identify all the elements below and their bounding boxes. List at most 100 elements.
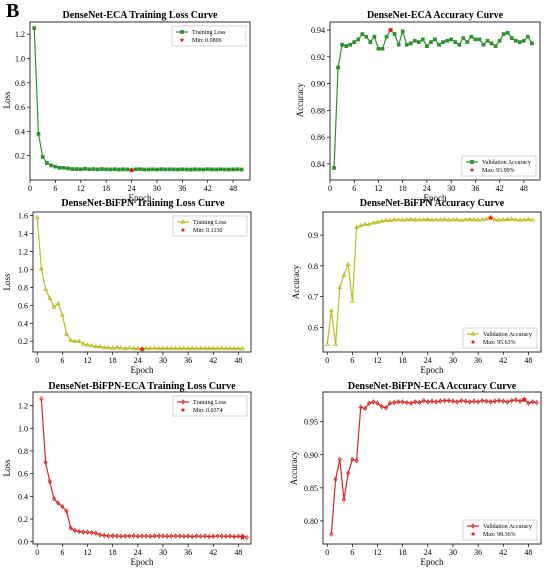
x-tick-label: 30	[447, 184, 455, 193]
data-point	[122, 345, 128, 351]
y-axis-label: Accuracy	[289, 450, 299, 485]
y-tick-label: 0.6	[308, 323, 318, 332]
data-point	[416, 216, 422, 222]
data-point	[383, 217, 389, 222]
data-point	[160, 345, 166, 351]
plot-frame	[32, 211, 252, 353]
chart-2: DenseNet-ECA Accuracy Curve 0 6 12 18 24 30 36 4…	[295, 10, 541, 203]
data-point	[450, 216, 456, 222]
chart-5: DenseNet-BiFPN-ECA Training Loss Curve 0 6…	[2, 381, 252, 567]
data-point	[485, 38, 490, 43]
legend-marker-swatch	[180, 219, 186, 224]
data-point	[360, 32, 365, 36]
data-point	[43, 286, 49, 291]
data-point	[55, 300, 61, 306]
legend-star-swatch	[180, 407, 186, 413]
data-point	[493, 44, 498, 48]
data-point	[392, 399, 397, 406]
y-tick-label: 1.4	[18, 230, 28, 239]
y-tick-label: 0.94	[311, 26, 325, 35]
data-point	[442, 397, 447, 404]
data-point	[375, 400, 380, 406]
x-tick-label: 6	[352, 184, 356, 193]
data-point	[143, 345, 149, 351]
data-point	[366, 221, 372, 226]
x-tick-label: 24	[134, 356, 142, 365]
y-axis-label: Loss	[2, 91, 12, 109]
data-point	[112, 167, 117, 172]
data-point	[211, 533, 216, 540]
data-point	[91, 167, 96, 171]
chart-3: DenseNet-BiFPN Training Loss Curve 0 6 12 18…	[2, 198, 252, 375]
data-point	[181, 345, 187, 350]
data-point	[450, 398, 456, 404]
data-point	[223, 345, 229, 351]
x-tick-label: 36	[474, 356, 482, 365]
data-point	[93, 530, 98, 536]
data-point	[453, 40, 458, 44]
data-point	[47, 478, 52, 485]
highlight-star	[239, 534, 246, 541]
data-point	[349, 298, 355, 303]
data-point	[74, 167, 79, 171]
data-point	[350, 456, 355, 463]
data-point	[481, 42, 486, 47]
data-point	[231, 167, 235, 172]
data-point	[509, 216, 515, 221]
x-tick-label: 18	[399, 356, 407, 365]
data-point	[171, 167, 176, 172]
chart-title: DenseNet-BiFPN Accuracy Curve	[360, 198, 505, 209]
y-tick-label: 1.0	[18, 265, 28, 274]
data-point	[500, 216, 506, 222]
y-tick-label: 0.6	[18, 301, 28, 310]
data-point	[488, 399, 493, 405]
data-point	[467, 399, 472, 405]
data-point	[89, 529, 94, 536]
data-point	[87, 167, 92, 172]
data-point	[371, 399, 376, 405]
data-point	[459, 397, 464, 404]
data-point	[176, 167, 180, 172]
data-point	[404, 216, 410, 222]
legend-box	[461, 155, 537, 177]
y-tick-label: 1.6	[18, 212, 28, 221]
data-point	[45, 161, 49, 165]
series-line	[36, 217, 243, 350]
data-point	[95, 167, 100, 172]
chart-title: DenseNet-ECA Training Loss Curve	[63, 10, 218, 21]
data-point	[226, 167, 231, 172]
legend-marker-swatch	[470, 523, 476, 529]
x-tick-label: 48	[234, 356, 242, 365]
data-point	[108, 167, 113, 172]
data-point	[473, 37, 478, 42]
y-tick-label: 0.85	[304, 484, 318, 493]
data-point	[97, 343, 103, 349]
data-point	[408, 41, 413, 46]
legend-marker-swatch	[180, 30, 184, 34]
data-point	[125, 167, 130, 172]
data-point	[83, 166, 87, 171]
data-point	[240, 345, 246, 351]
data-point	[210, 345, 216, 351]
data-point	[148, 533, 153, 540]
data-point	[68, 525, 73, 531]
x-tick-label: 12	[374, 356, 382, 365]
x-tick-label: 6	[350, 548, 354, 557]
x-axis-label: Epoch	[424, 193, 447, 203]
x-tick-label: 36	[184, 548, 192, 557]
data-point	[227, 533, 233, 539]
data-point	[177, 345, 183, 351]
x-tick-label: 24	[423, 184, 431, 193]
data-point	[513, 216, 519, 222]
y-tick-label: 0.88	[311, 106, 325, 115]
legend-highlight-label: Min: 0.0806	[192, 38, 222, 44]
x-tick-label: 12	[84, 548, 92, 557]
data-point	[340, 42, 344, 47]
legend-box	[462, 519, 538, 541]
x-tick-label: 6	[60, 548, 64, 557]
data-point	[61, 165, 66, 170]
data-point	[501, 398, 506, 404]
x-tick-label: 42	[209, 356, 217, 365]
data-point	[36, 131, 41, 136]
data-point	[442, 216, 448, 222]
